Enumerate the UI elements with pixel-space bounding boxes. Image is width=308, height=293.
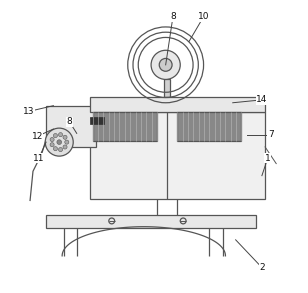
Text: 8: 8 bbox=[170, 12, 176, 21]
Bar bbox=[93, 112, 157, 141]
Text: 10: 10 bbox=[198, 12, 209, 21]
Circle shape bbox=[65, 140, 69, 144]
Circle shape bbox=[159, 58, 172, 71]
Circle shape bbox=[151, 50, 180, 79]
Circle shape bbox=[63, 135, 67, 139]
Circle shape bbox=[59, 133, 63, 137]
Circle shape bbox=[57, 140, 62, 144]
Text: 7: 7 bbox=[268, 130, 274, 139]
Text: 13: 13 bbox=[23, 107, 34, 116]
Bar bbox=[90, 112, 265, 199]
Circle shape bbox=[50, 143, 54, 147]
Text: 1: 1 bbox=[265, 154, 271, 163]
Bar bbox=[90, 117, 104, 124]
Text: 11: 11 bbox=[33, 154, 45, 163]
Circle shape bbox=[45, 128, 73, 156]
Bar bbox=[164, 79, 170, 97]
Circle shape bbox=[53, 147, 58, 151]
Text: 2: 2 bbox=[259, 263, 265, 272]
Text: 12: 12 bbox=[32, 132, 43, 141]
Circle shape bbox=[63, 145, 67, 149]
Text: 14: 14 bbox=[256, 95, 268, 104]
Circle shape bbox=[50, 137, 54, 142]
Bar bbox=[46, 106, 96, 146]
Circle shape bbox=[59, 148, 63, 152]
Text: 8: 8 bbox=[67, 117, 72, 126]
Bar bbox=[177, 112, 241, 141]
Bar bbox=[46, 215, 256, 228]
Bar bbox=[90, 97, 265, 112]
Circle shape bbox=[53, 134, 58, 138]
